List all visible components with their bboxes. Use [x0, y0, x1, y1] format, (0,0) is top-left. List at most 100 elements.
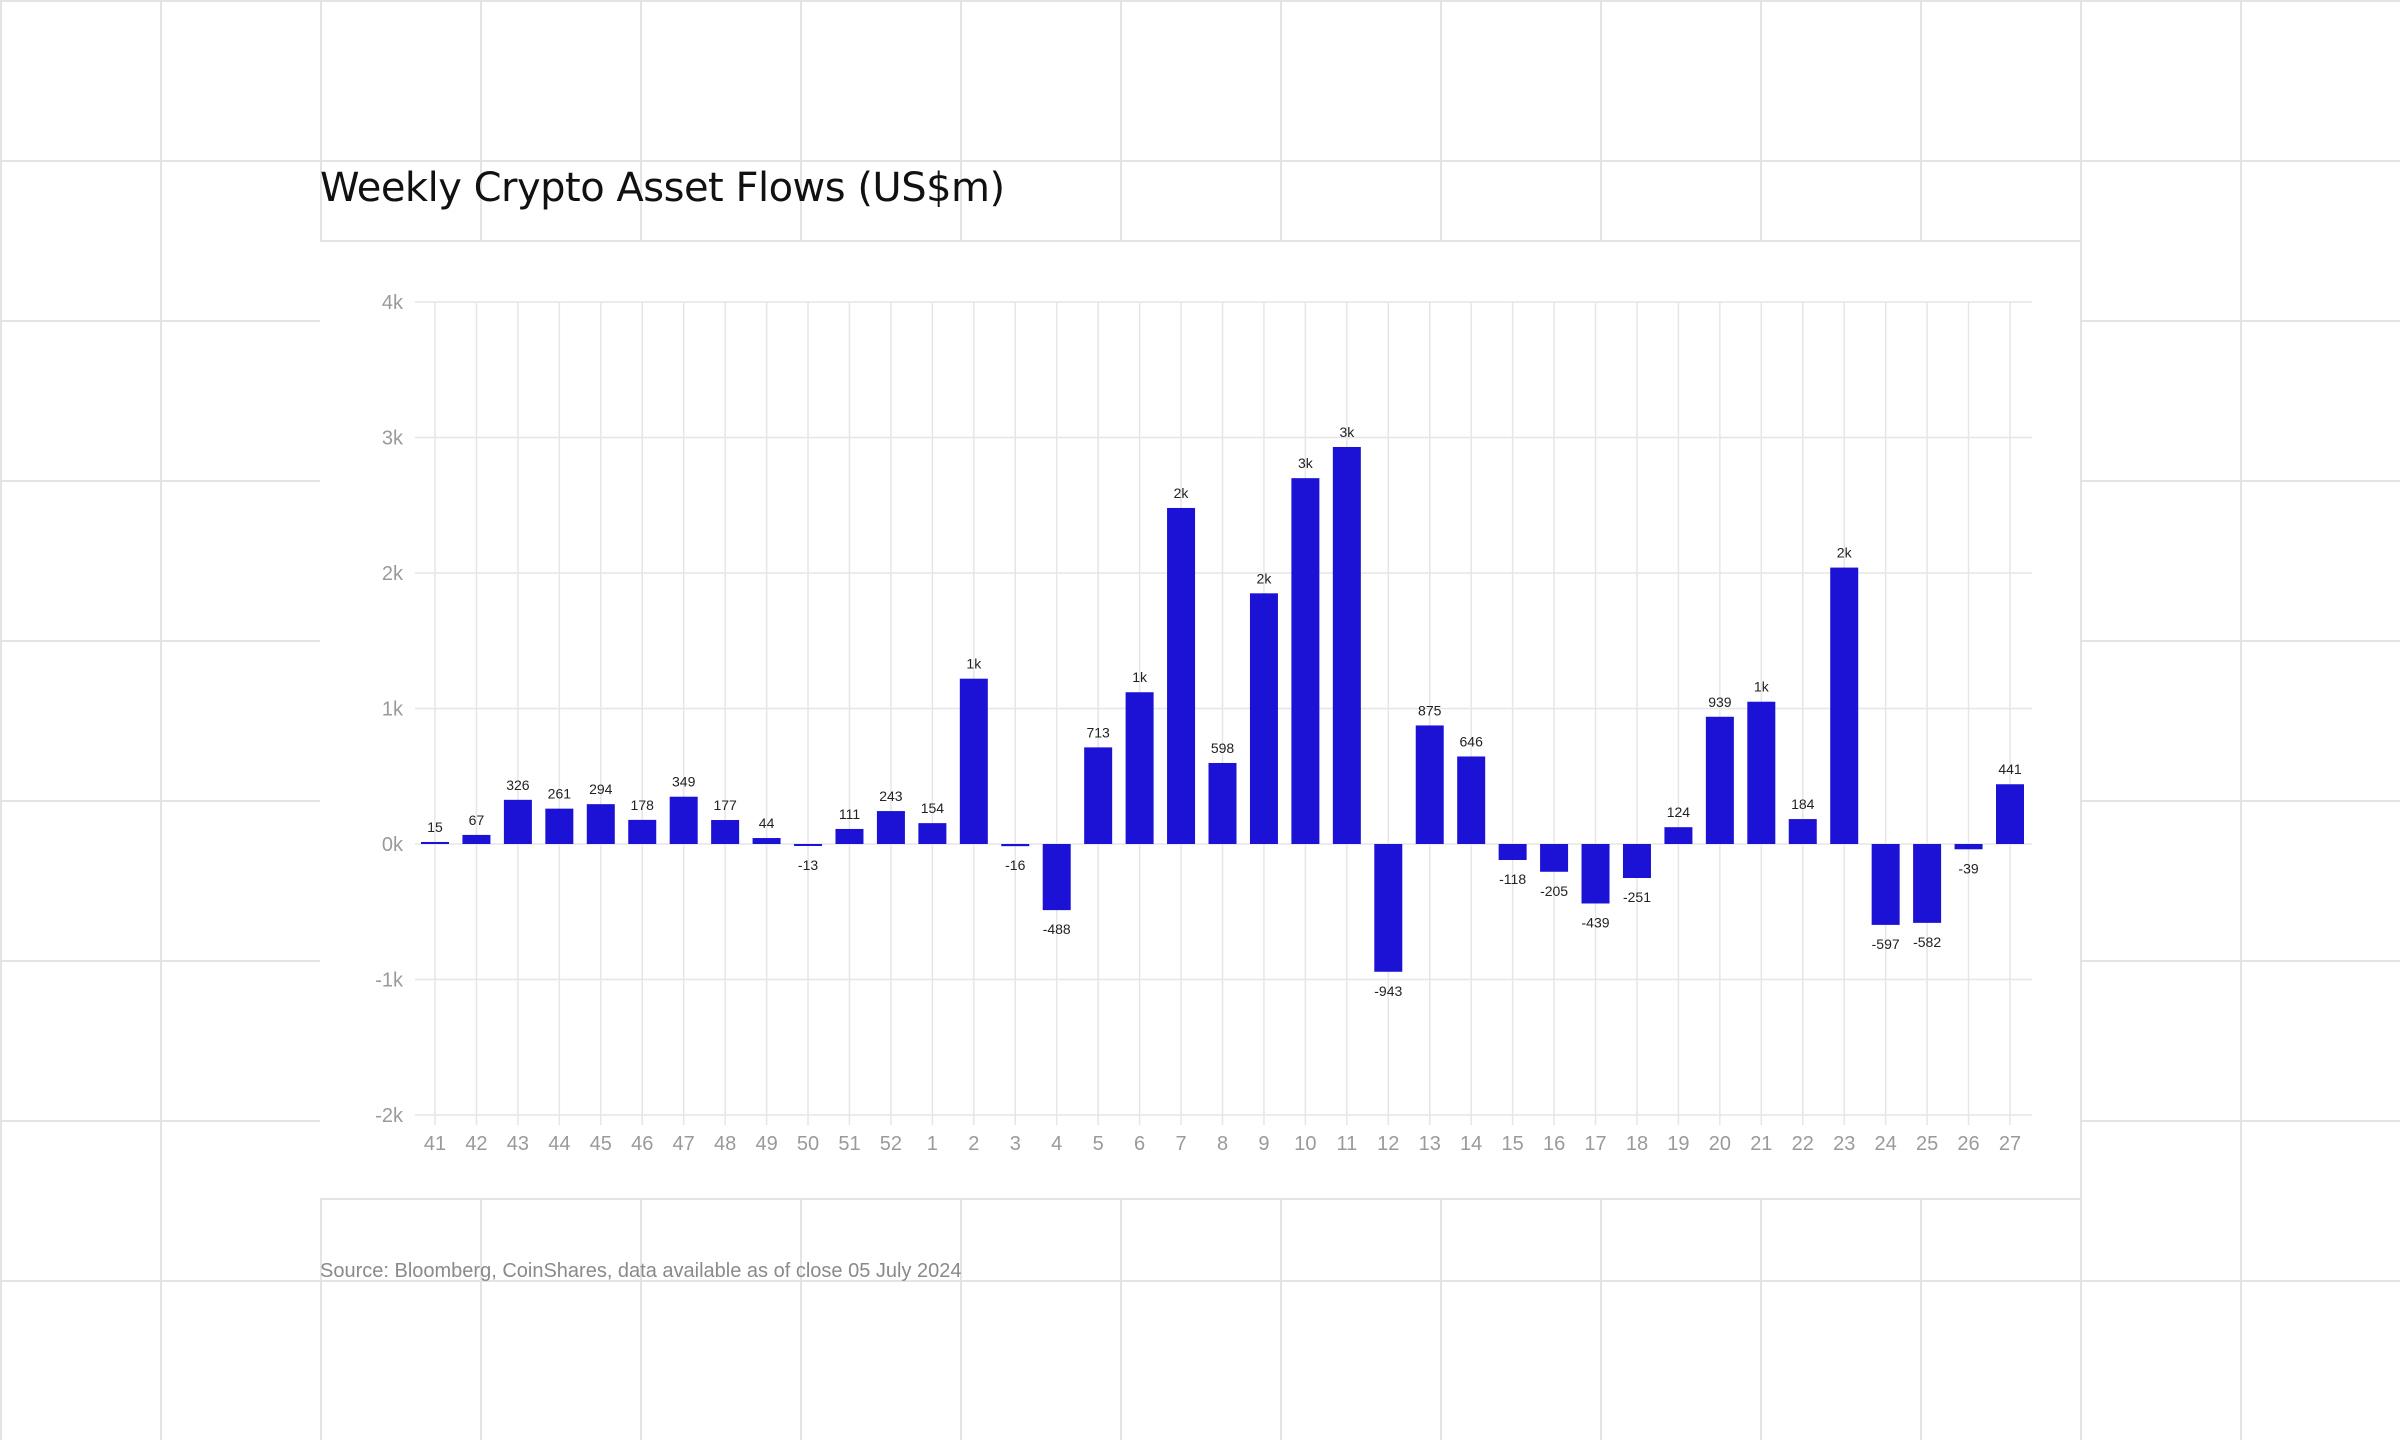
bar-week-47 [669, 796, 698, 844]
x-tick-label: 7 [1175, 1133, 1186, 1155]
source-note: Source: Bloomberg, CoinShares, data avai… [320, 1260, 962, 1282]
x-tick-label: 17 [1584, 1133, 1606, 1155]
data-label-week-49: 44 [759, 815, 775, 831]
data-label-week-25: -582 [1913, 934, 1941, 950]
y-tick-label: 4k [382, 292, 404, 314]
data-label-week-17: -439 [1582, 914, 1610, 930]
bar-week-17 [1581, 844, 1610, 904]
data-label-week-5: 713 [1086, 724, 1110, 740]
data-label-week-14: 646 [1460, 733, 1484, 749]
data-label-week-48: 177 [713, 797, 737, 813]
x-tick-label: 3 [1010, 1133, 1021, 1155]
data-label-week-23: 2k [1837, 545, 1853, 561]
bar-week-3 [1001, 844, 1030, 847]
data-label-week-45: 294 [589, 781, 613, 797]
bar-week-15 [1498, 844, 1527, 860]
x-tick-label: 19 [1667, 1133, 1689, 1155]
data-label-week-42: 67 [469, 812, 485, 828]
y-tick-label: 1k [382, 699, 404, 721]
data-label-week-51: 111 [839, 806, 860, 822]
data-label-week-12: -943 [1374, 983, 1402, 999]
bar-week-18 [1622, 844, 1651, 879]
x-tick-label: 18 [1626, 1133, 1648, 1155]
y-tick-label: 0k [382, 834, 404, 856]
x-tick-label: 21 [1750, 1133, 1772, 1155]
data-label-week-18: -251 [1623, 889, 1651, 905]
data-label-week-15: -118 [1499, 871, 1526, 887]
data-label-week-26: -39 [1958, 860, 1978, 876]
data-label-week-7: 2k [1174, 485, 1190, 501]
bar-week-5 [1084, 747, 1113, 844]
chart-card: -2k -1k 0k 1k 2k 3k 4k 15 67 326 261 294 178 349 177 4… [320, 240, 2080, 1200]
x-tick-label: 51 [838, 1133, 860, 1155]
data-label-week-47: 349 [672, 774, 696, 790]
data-labels: 15 67 326 261 294 178 349 177 44 -13 111 243 154 1k -1… [427, 424, 2022, 999]
bar-week-44 [545, 808, 574, 844]
bar-week-51 [835, 828, 864, 844]
bar-week-46 [628, 819, 657, 844]
x-tick-label: 15 [1502, 1133, 1524, 1155]
bar-week-42 [462, 834, 491, 844]
bar-week-8 [1208, 762, 1237, 844]
bar-week-14 [1457, 756, 1486, 844]
bar-week-16 [1540, 844, 1569, 872]
data-label-week-8: 598 [1211, 740, 1235, 756]
y-axis-ticks: -2k -1k 0k 1k 2k 3k 4k [375, 292, 404, 1127]
bar-week-22 [1788, 819, 1817, 844]
x-tick-label: 23 [1833, 1133, 1855, 1155]
bar-week-25 [1913, 844, 1942, 923]
x-tick-label: 44 [548, 1133, 570, 1155]
x-tick-label: 24 [1875, 1133, 1897, 1155]
bar-week-13 [1415, 725, 1444, 844]
bar-week-23 [1830, 567, 1859, 844]
data-label-week-9: 2k [1257, 570, 1273, 586]
data-label-week-3: -16 [1005, 857, 1025, 873]
chart-title: Weekly Crypto Asset Flows (US$m) [320, 165, 1005, 211]
data-label-week-4: -488 [1043, 921, 1071, 937]
x-tick-label: 43 [507, 1133, 529, 1155]
bar-week-9 [1249, 593, 1278, 844]
bar-week-24 [1871, 844, 1900, 925]
grid-lines [415, 301, 2032, 1125]
x-tick-label: 10 [1294, 1133, 1316, 1155]
x-tick-label: 4 [1051, 1133, 1062, 1155]
data-label-week-11: 3k [1339, 424, 1355, 440]
x-tick-label: 41 [424, 1133, 446, 1155]
x-tick-label: 26 [1957, 1133, 1979, 1155]
data-label-week-10: 3k [1298, 455, 1314, 471]
data-label-week-13: 875 [1418, 702, 1442, 718]
bar-week-43 [503, 799, 532, 844]
y-tick-label: 3k [382, 428, 404, 450]
bar-week-21 [1747, 701, 1776, 844]
bar-week-50 [794, 844, 823, 846]
data-label-week-41: 15 [427, 819, 443, 835]
y-tick-label: -1k [375, 970, 404, 992]
x-tick-label: 46 [631, 1133, 653, 1155]
data-label-week-1: 154 [921, 800, 945, 816]
bar-week-10 [1291, 478, 1320, 844]
y-tick-label: 2k [382, 563, 404, 585]
bar-week-49 [752, 838, 781, 844]
y-tick-label: -2k [375, 1105, 404, 1127]
bar-week-7 [1167, 507, 1196, 844]
bar-week-52 [876, 811, 905, 844]
data-label-week-43: 326 [506, 777, 530, 793]
x-axis-ticks: 41 42 43 44 45 46 47 48 49 50 51 52 1 2 3 4 5 6 7 8 9 10 11 12 1… [424, 1133, 2021, 1155]
x-tick-label: 47 [673, 1133, 695, 1155]
bar-week-41 [421, 841, 449, 844]
bar-week-20 [1705, 716, 1734, 844]
data-label-week-6: 1k [1132, 669, 1148, 685]
data-label-week-24: -597 [1872, 936, 1900, 952]
x-tick-label: 11 [1336, 1133, 1357, 1155]
bar-week-6 [1125, 692, 1154, 844]
bar-week-26 [1954, 844, 1983, 850]
x-tick-label: 45 [590, 1133, 612, 1155]
x-tick-label: 1 [927, 1133, 938, 1155]
x-tick-label: 14 [1460, 1133, 1482, 1155]
x-tick-label: 5 [1093, 1133, 1104, 1155]
bar-week-48 [711, 820, 740, 844]
x-tick-label: 20 [1709, 1133, 1731, 1155]
data-label-week-52: 243 [879, 788, 903, 804]
